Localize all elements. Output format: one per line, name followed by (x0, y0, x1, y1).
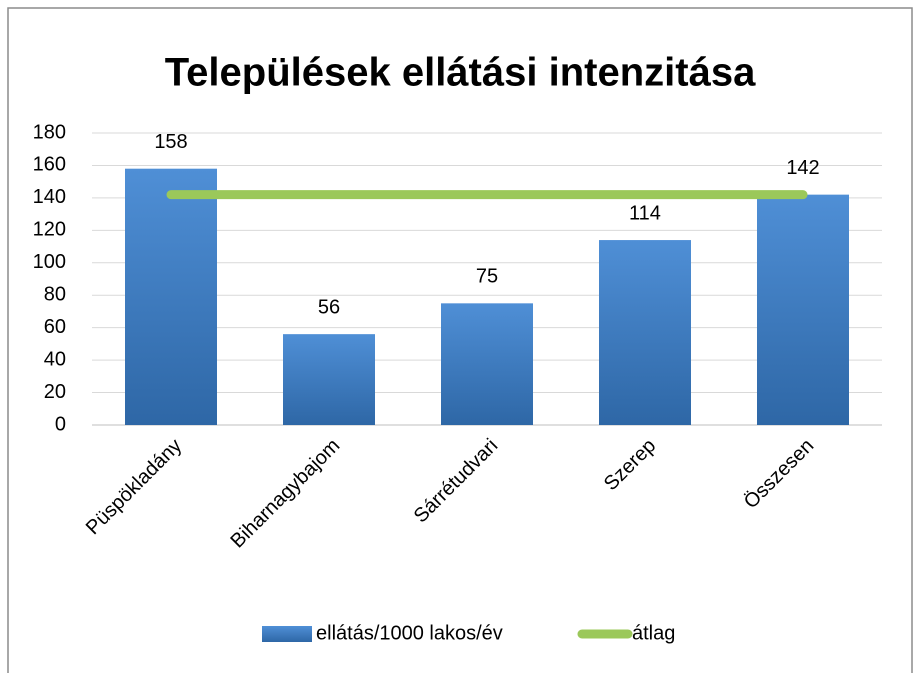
bar (757, 194, 849, 425)
y-tick-label: 0 (55, 413, 66, 435)
y-tick-label: 20 (44, 381, 66, 403)
y-tick-label: 140 (33, 186, 66, 208)
y-tick-label: 40 (44, 348, 66, 370)
y-tick-label: 120 (33, 219, 66, 241)
y-tick-label: 160 (33, 154, 66, 176)
data-label: 56 (318, 296, 340, 318)
y-tick-label: 80 (44, 284, 66, 306)
y-tick-label: 60 (44, 316, 66, 338)
bar (599, 240, 691, 425)
legend-label: ellátás/1000 lakos/év (316, 622, 503, 644)
y-tick-label: 180 (33, 121, 66, 143)
legend-label: átlag (632, 622, 675, 644)
data-label: 114 (629, 202, 661, 224)
chart-title: Települések ellátási intenzitása (165, 51, 756, 95)
data-label: 158 (154, 131, 187, 153)
bar (283, 334, 375, 425)
bar (125, 168, 217, 425)
y-tick-label: 100 (33, 251, 66, 273)
data-label: 75 (476, 266, 498, 288)
bar (441, 303, 533, 425)
data-label: 142 (786, 157, 819, 179)
legend-swatch (262, 626, 312, 642)
